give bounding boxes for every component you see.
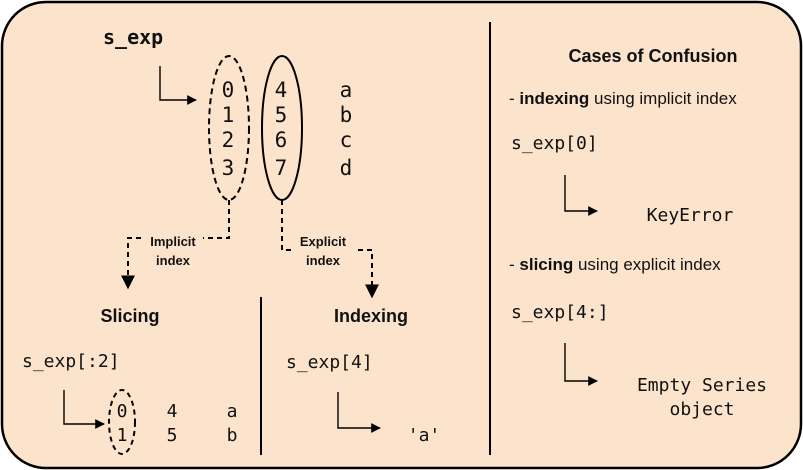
explicit-index-value: 7 [275,156,288,180]
implicit-index-label-line2: index [156,253,191,268]
series-name-label: s_exp [103,25,163,49]
explicit-index-value: 6 [275,128,288,152]
confusion-case1-result: KeyError [647,205,734,226]
indexing-result-arrow [337,392,381,433]
implicit-index-label: Implicit [150,234,196,249]
series-pointer-arrow [159,66,197,105]
implicit-index-value: 2 [222,128,235,152]
series-value: d [340,156,353,180]
indexing-title: Indexing [334,306,408,326]
series-value: a [340,78,353,102]
slicing-result-explicit: 5 [167,425,178,446]
slicing-result-value: a [227,401,238,422]
slicing-result-explicit: 4 [167,401,178,422]
explicit-index-value: 4 [275,78,288,102]
explicit-index-value: 5 [275,103,288,127]
confusion-case2-bold: slicing [519,255,573,274]
slicing-result-index: 0 [117,401,128,422]
explicit-index-label: Explicit [300,234,347,249]
series-values-column: a b c d [340,78,353,180]
indexing-result: 'a' [408,425,441,446]
indexing-code: s_exp[4] [286,352,373,373]
confusion-case2-rest: using explicit index [573,255,721,274]
slicing-result-index-ellipse [108,389,136,455]
slicing-result-value: b [227,425,238,446]
implicit-to-slicing-arrow [121,200,230,290]
implicit-index-value: 0 [222,78,235,102]
series-value: c [340,128,353,152]
slicing-title: Slicing [100,306,159,326]
confusion-case2-arrow [564,343,598,386]
confusion-title: Cases of Confusion [568,46,737,66]
series-value: b [340,103,353,127]
slicing-code: s_exp[:2] [22,351,120,372]
confusion-case1-code: s_exp[0] [511,133,598,154]
slicing-result-index: 1 [117,425,128,446]
confusion-case2-prefix: - [509,255,519,274]
explicit-index-column: 4 5 6 7 [275,78,288,180]
explicit-index-label-line2: index [306,253,341,268]
confusion-case1-arrow [564,175,598,216]
confusion-case1-prefix: - [509,89,519,108]
confusion-case1-bold: indexing [519,89,589,108]
explicit-label-backdrop [292,230,354,270]
confusion-case2-result: Empty Series [637,375,767,396]
confusion-case-slicing: - slicing using explicit index [509,255,721,274]
implicit-index-value: 3 [222,156,235,180]
confusion-case-indexing: - indexing using implicit index [509,89,737,108]
confusion-case2-result-line2: object [669,399,734,420]
implicit-index-ellipse [208,55,250,201]
implicit-label-backdrop [143,230,203,270]
confusion-case1-rest: using implicit index [589,89,737,108]
implicit-index-column: 0 1 2 3 [222,78,235,180]
slicing-result-arrow [63,390,105,429]
confusion-case2-code: s_exp[4:] [511,302,609,323]
implicit-index-value: 1 [222,103,235,127]
